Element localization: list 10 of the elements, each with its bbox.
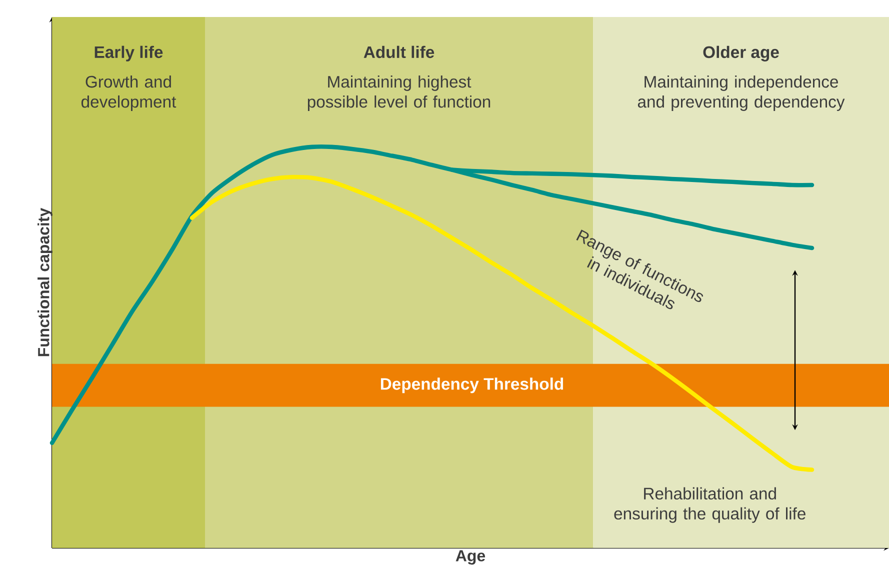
y-axis-title: Functional capacity (38, 208, 52, 356)
band-label: Dependency Threshold (380, 378, 564, 394)
text: Maintaining independence and preventing dependency (638, 75, 845, 111)
annotation: Rehabilitation and ensuring the quality of life (614, 487, 806, 523)
text: Adult life (364, 46, 434, 58)
x-axis-title: Age (456, 550, 486, 565)
text: Early life (94, 46, 163, 62)
text: Older age (703, 46, 779, 62)
text: Growth and development (81, 75, 176, 111)
text: Maintaining highest possible level of function (308, 75, 490, 111)
